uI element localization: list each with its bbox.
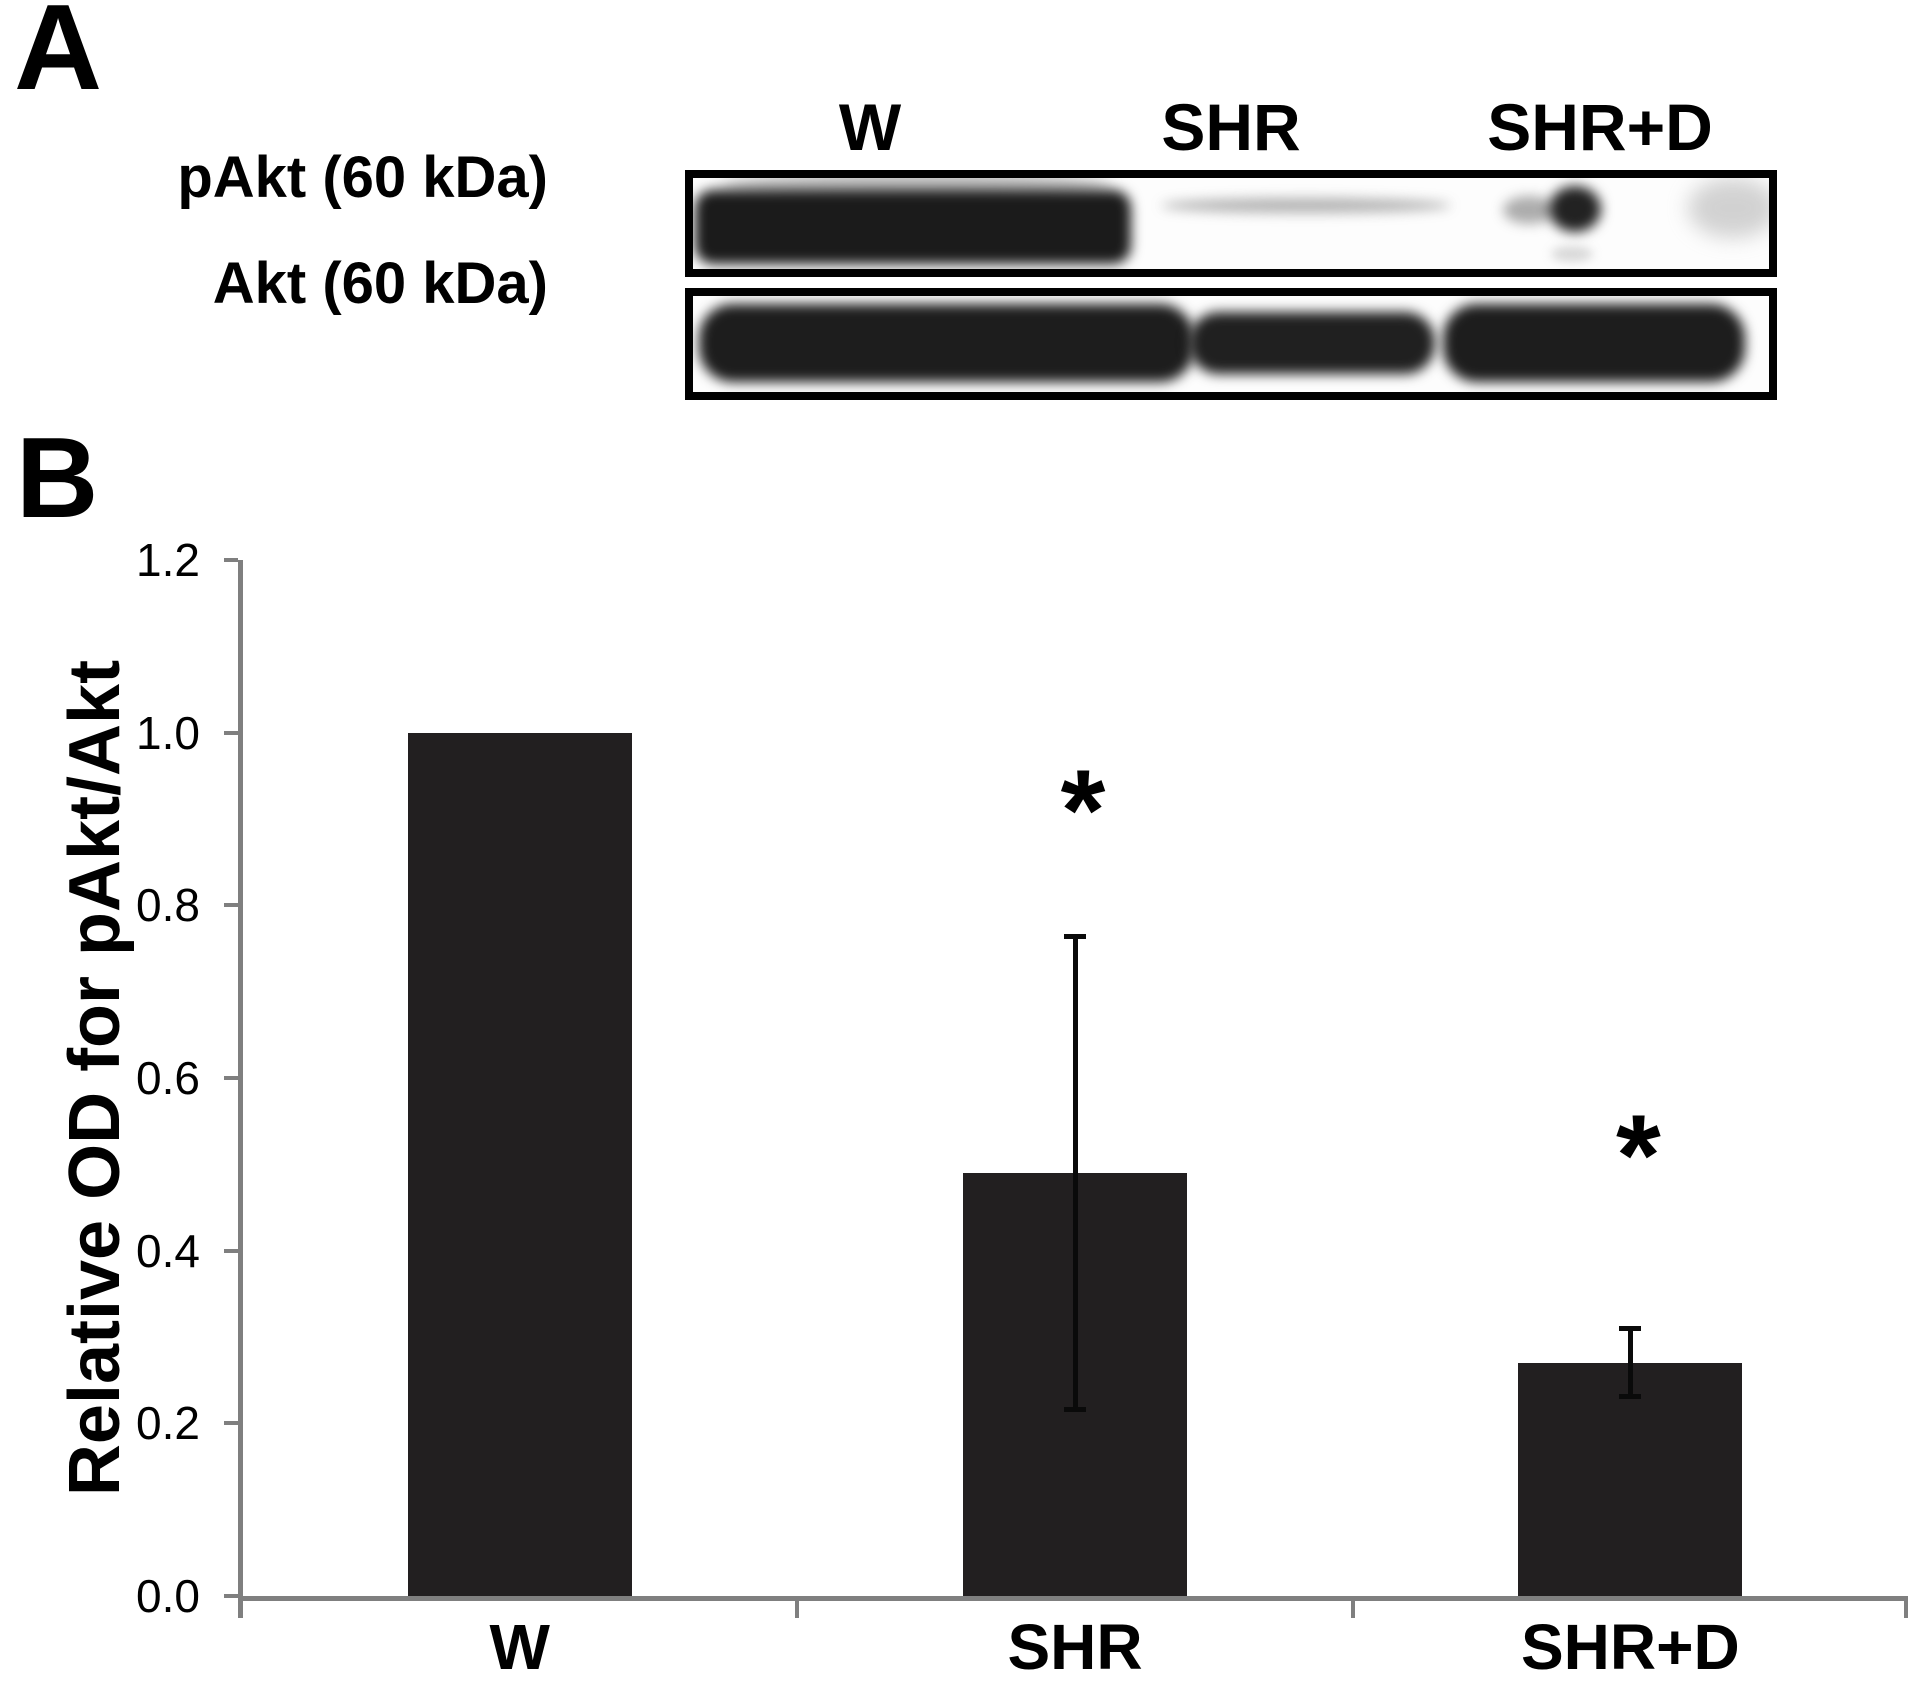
y-axis-line (238, 560, 243, 1618)
y-tick (224, 1248, 238, 1253)
akt-blot-panel (685, 288, 1777, 400)
panel-a-label: A (14, 0, 103, 115)
pakt-band-shr-d-speck (1551, 246, 1593, 262)
x-tick-end (1904, 1596, 1908, 1618)
y-tick (224, 1594, 238, 1598)
y-tick-label: 0.8 (136, 879, 200, 932)
error-bar-cap-bottom (1064, 1407, 1086, 1413)
y-tick-label: 0.0 (136, 1570, 200, 1622)
y-tick-label: 1.2 (136, 534, 200, 586)
error-bar-cap-bottom (1619, 1394, 1642, 1400)
y-tick-label: 0.4 (136, 1224, 200, 1277)
x-tick (1350, 1596, 1355, 1618)
lane-label-shr: SHR (1161, 90, 1301, 164)
akt-band-shr-d (1443, 304, 1745, 382)
significance-asterisk: * (1615, 1092, 1661, 1221)
pakt-row-label: pAkt (60 kDa) (177, 145, 548, 210)
x-axis-line (238, 1596, 1908, 1601)
akt-band-shr (1189, 312, 1435, 374)
pakt-band-edge-smudge (1688, 178, 1769, 238)
lane-label-shr-d: SHR+D (1487, 90, 1713, 164)
x-category-label-shr+d: SHR+D (1520, 1611, 1740, 1683)
y-tick-label: 0.6 (136, 1052, 200, 1104)
pakt-band-shr-d-smear (1503, 196, 1555, 224)
y-tick-label: 1.0 (136, 706, 200, 759)
y-tick (224, 730, 238, 735)
x-category-label-w: W (489, 1611, 550, 1683)
error-bar-line (1627, 1328, 1633, 1398)
error-bar-cap-top (1619, 1326, 1642, 1332)
error-bar-cap-top (1064, 933, 1086, 939)
y-tick-label: 0.2 (136, 1397, 200, 1450)
panel-b-label: B (16, 415, 99, 542)
x-tick (795, 1596, 800, 1618)
bar-shr+d (1518, 1362, 1743, 1596)
lane-label-w: W (838, 90, 902, 164)
error-bar-line (1072, 935, 1078, 1411)
x-category-label-shr: SHR (1007, 1611, 1143, 1683)
y-tick (224, 1076, 238, 1080)
y-tick (224, 1421, 238, 1426)
significance-asterisk: * (1060, 747, 1106, 876)
pakt-band-shr-d (1549, 186, 1601, 232)
y-tick (224, 903, 238, 908)
akt-row-label: Akt (60 kDa) (212, 251, 548, 316)
pakt-band-w (695, 190, 1131, 264)
akt-band-w (699, 304, 1194, 382)
bar-w (407, 732, 632, 1596)
pakt-band-shr (1161, 198, 1451, 213)
pakt-blot-panel (685, 170, 1777, 277)
y-tick (224, 558, 238, 562)
